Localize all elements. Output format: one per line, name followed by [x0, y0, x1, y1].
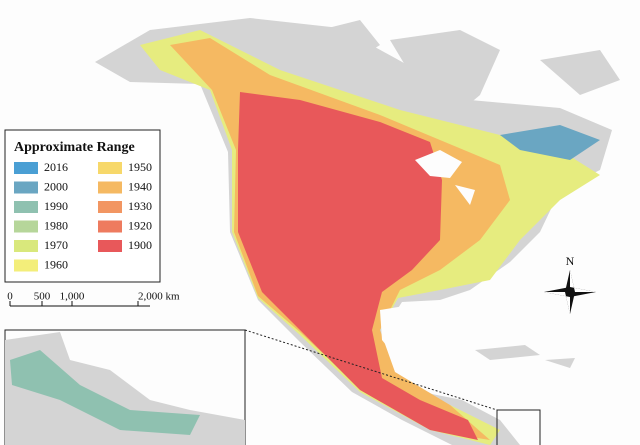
range-1900: [238, 92, 478, 440]
scale-label: 500: [34, 291, 51, 303]
legend-label: 2000: [44, 179, 68, 193]
legend-swatch: [98, 201, 122, 213]
great-lakes: [415, 150, 475, 205]
legend-swatch: [14, 201, 38, 213]
scale-bar: 0 500 1,000 2,000 km: [7, 291, 180, 307]
legend-swatch: [14, 162, 38, 174]
legend-swatch: [98, 181, 122, 194]
legend-label: 1950: [128, 160, 152, 174]
greenland: [390, 30, 500, 120]
legend-label: 1930: [128, 199, 152, 213]
inset-range: [10, 350, 200, 435]
legend-swatch: [14, 259, 38, 272]
legend-swatch: [98, 162, 122, 174]
north-label: N: [566, 254, 575, 268]
legend-label: 1960: [44, 257, 68, 271]
scale-label: 2,000 km: [138, 291, 180, 303]
legend-items: 2016 2000 1990 1980 1970 1960 1950 1940 1930 1920…: [14, 160, 152, 272]
scale-label: 1,000: [60, 291, 85, 303]
inset-leader: [244, 329, 498, 411]
legend-swatch: [98, 220, 122, 233]
caribbean: [475, 345, 575, 368]
legend-swatch: [98, 240, 122, 252]
legend-swatch: [14, 181, 38, 194]
legend-label: 1990: [44, 199, 68, 213]
legend-label: 1900: [128, 238, 152, 252]
legend-label: 2016: [44, 160, 68, 174]
legend-swatch: [14, 220, 38, 233]
legend-label: 1980: [44, 218, 68, 232]
compass: [544, 270, 596, 314]
inset-marker: [496, 409, 541, 445]
scale-label: 0: [7, 291, 13, 303]
legend-label: 1940: [128, 179, 152, 193]
legend-title: Approximate Range: [14, 140, 135, 155]
legend-swatch: [14, 240, 38, 252]
islands: [300, 20, 620, 95]
gulf: [380, 300, 470, 362]
legend-label: 1920: [128, 218, 152, 232]
legend-label: 1970: [44, 238, 68, 252]
range-2000: [500, 125, 600, 160]
